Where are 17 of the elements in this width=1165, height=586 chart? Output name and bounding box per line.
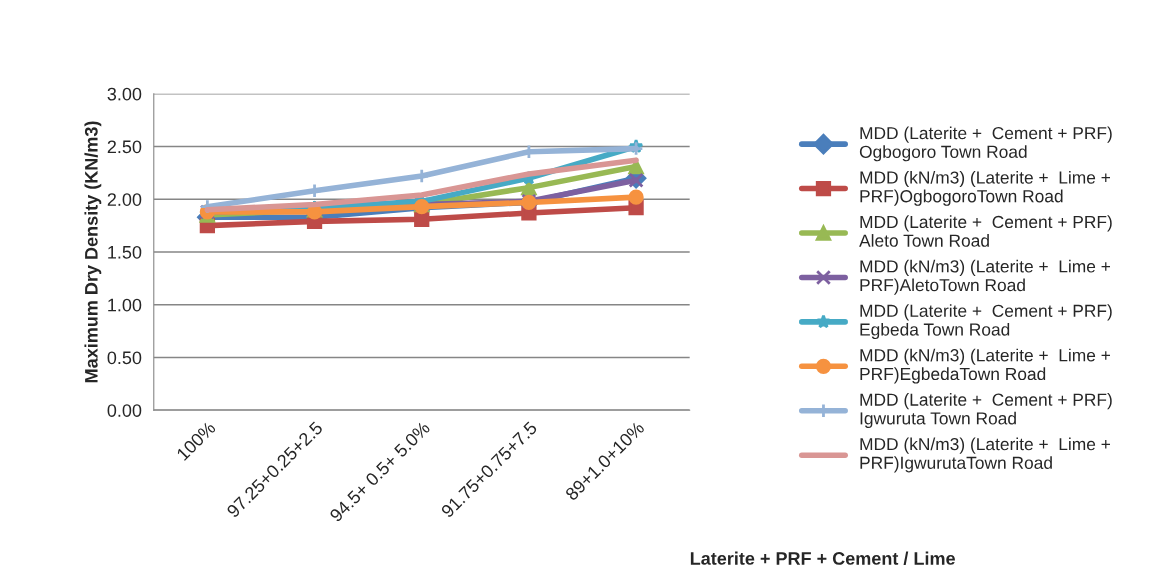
legend-label: MDD (Laterite + Cement + PRF) Igwuruta Town Road xyxy=(860,393,1112,428)
legend-label: MDD (kN/m3) (Laterite + Lime + PRF)IgwurutaTown Road xyxy=(860,437,1110,473)
legend-label: MDD (Laterite + Cement + PRF) Egbeda Town Road xyxy=(860,304,1112,340)
legend-label: MDD (kN/m3) (Laterite + Lime + PRF)EgbedaTown Road xyxy=(860,348,1110,384)
legend-label: MDD (kN/m3) (Laterite + Lime + PRF)AletoTown Road xyxy=(860,259,1110,295)
legend-label: MDD (Laterite + Cement + PRF) Ogbogoro Town Road xyxy=(859,126,1112,162)
y-axis-title: Maximum Dry Density (KN/m3) xyxy=(84,121,102,383)
y-tick-label: 2.00 xyxy=(107,193,142,206)
y-tick-label: 1.00 xyxy=(108,298,142,312)
y-tick-label: 2.50 xyxy=(107,140,142,154)
y-tick-label: 1.50 xyxy=(108,245,142,259)
legend-label: MDD (Laterite + Cement + PRF) Aleto Town Road xyxy=(859,215,1112,247)
x-axis-title: Laterite + PRF + Cement / Lime xyxy=(690,551,955,566)
y-tick-label: 0.50 xyxy=(107,351,142,365)
y-tick-label: 3.00 xyxy=(107,87,142,101)
legend-label: MDD (kN/m3) (Laterite + Lime + PRF)OgbogoroTown Road xyxy=(860,170,1110,206)
y-tick-label: 0.00 xyxy=(107,404,142,417)
